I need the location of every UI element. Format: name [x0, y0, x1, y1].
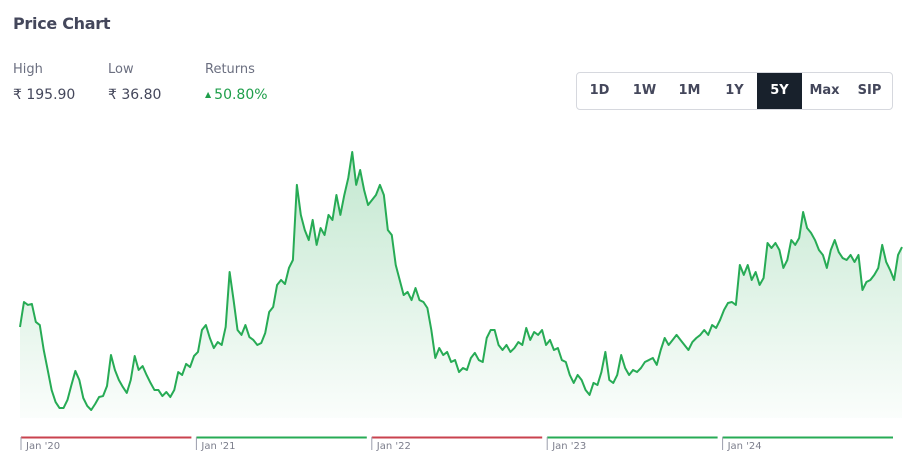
- range-button[interactable]: 1M: [678, 83, 701, 98]
- stat-label: High: [13, 62, 43, 77]
- stat-label: Low: [108, 62, 134, 77]
- range-button[interactable]: SIP: [857, 83, 882, 98]
- period-label: Jan '21: [200, 441, 235, 452]
- range-button[interactable]: 1W: [632, 83, 657, 98]
- range-button[interactable]: 1D: [589, 83, 610, 98]
- period-label: Jan '23: [551, 441, 586, 452]
- period-label: Jan '22: [376, 441, 411, 452]
- title: Price Chart: [13, 14, 111, 33]
- stat-value: ₹ 195.90: [13, 87, 76, 103]
- area: [20, 152, 902, 418]
- period-label: Jan '20: [25, 441, 60, 452]
- stat: Low ₹ 36.80: [108, 62, 161, 103]
- stat-value: 50.80%: [205, 87, 267, 103]
- range-button[interactable]: Max: [809, 83, 840, 98]
- range-button[interactable]: 5Y: [757, 73, 802, 109]
- stat: Returns 50.80%: [205, 62, 268, 103]
- period-label: Jan '24: [727, 441, 762, 452]
- range-button[interactable]: 1Y: [725, 83, 744, 98]
- stat-label: Returns: [205, 62, 255, 77]
- price-line: [19, 151, 903, 411]
- range-selector: 1D 1W 1M 1Y 5Y Max SIP: [576, 72, 893, 110]
- stat-value: ₹ 36.80: [108, 87, 162, 103]
- stat: High ₹ 195.90: [13, 62, 75, 103]
